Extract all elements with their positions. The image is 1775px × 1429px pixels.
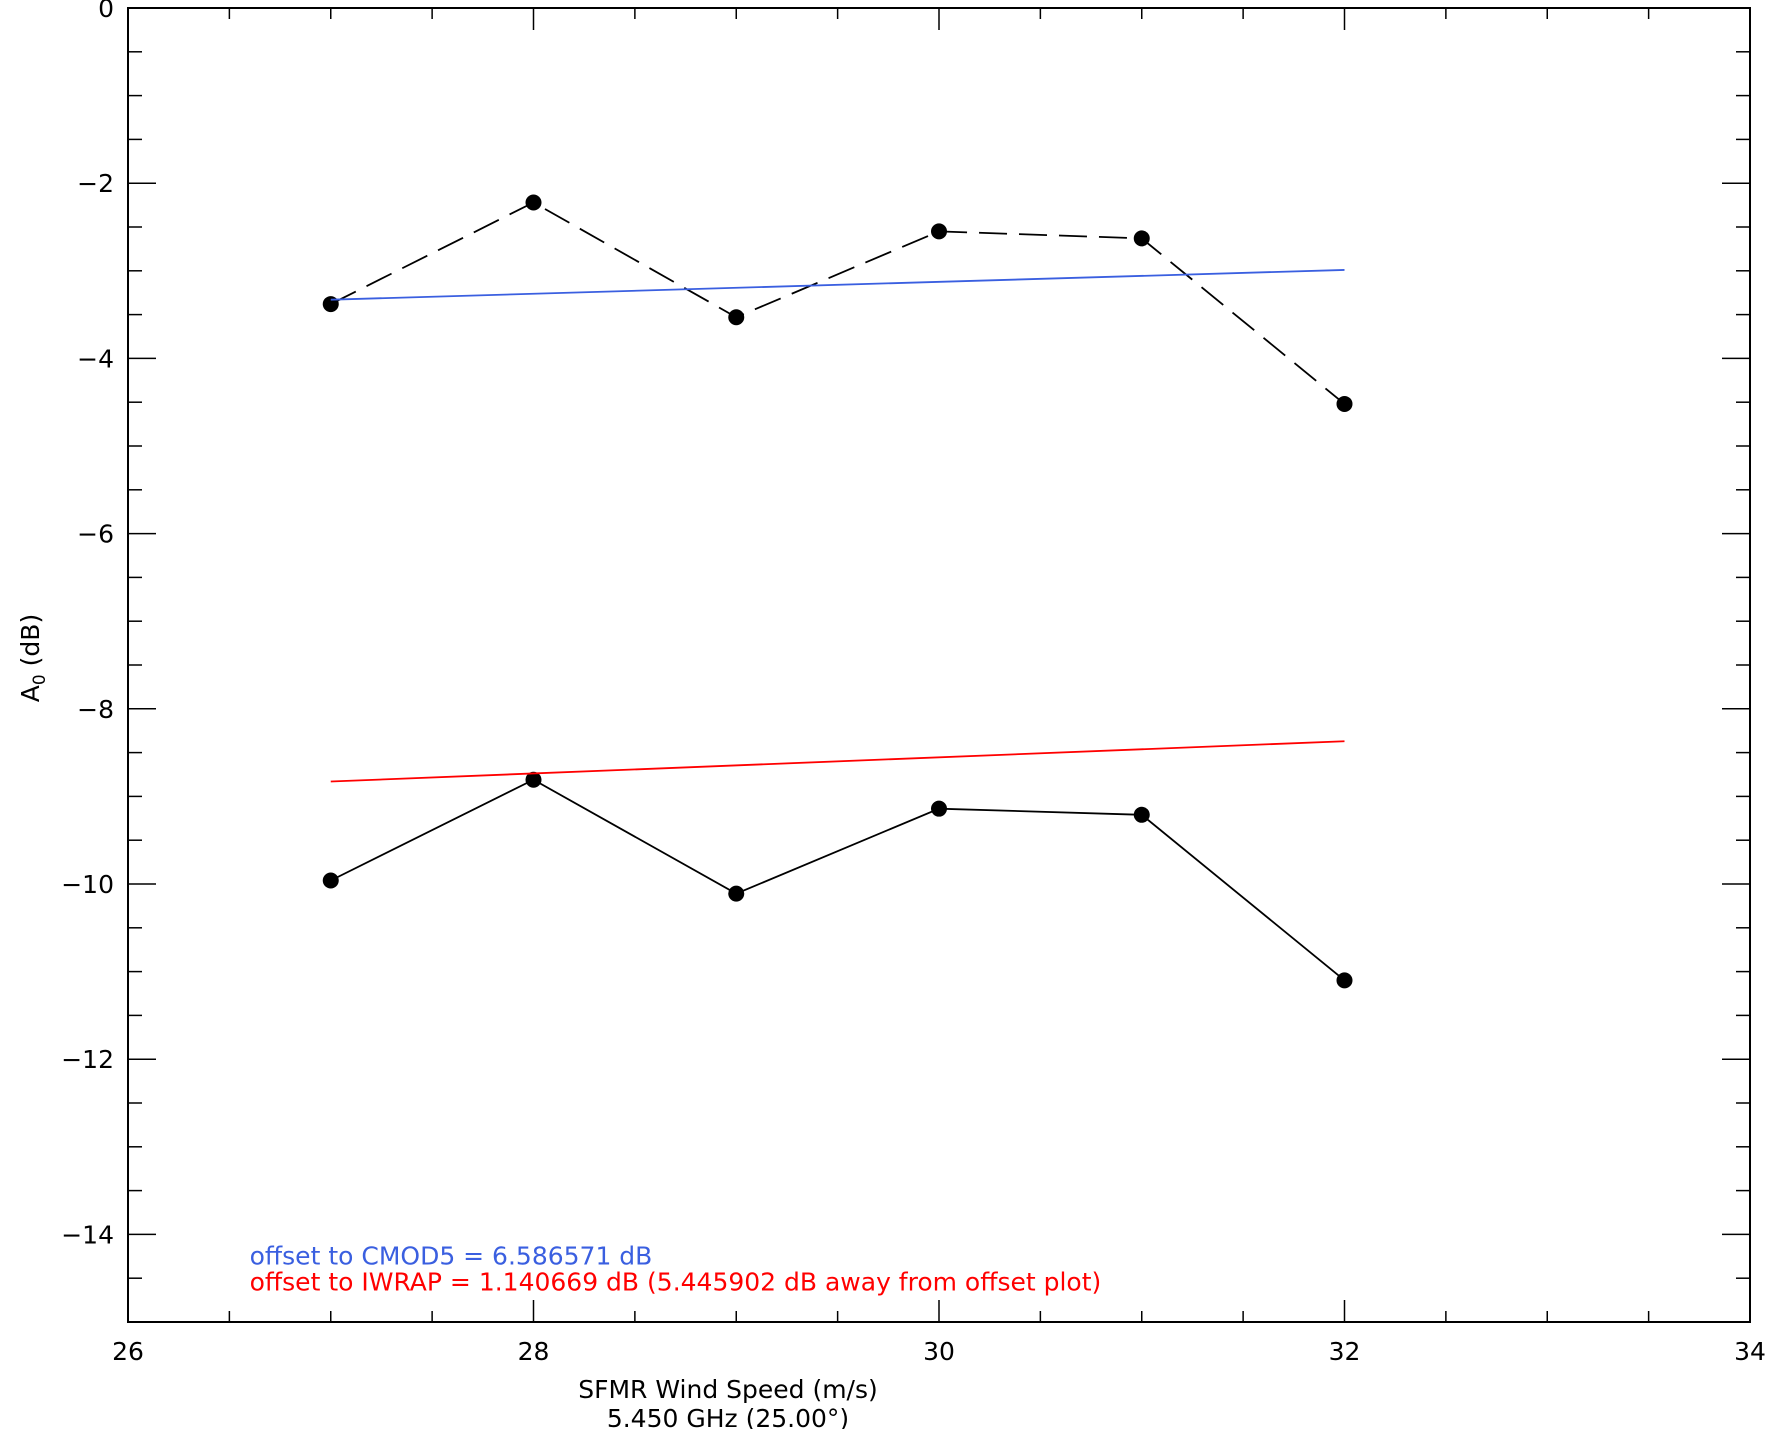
data-point (322, 872, 339, 889)
x-tick-label: 26 (112, 1337, 144, 1366)
y-axis-title-subscript: 0 (30, 674, 50, 685)
x-ticks: 26 28 30 32 34 (112, 8, 1766, 1366)
y-axis-title: A0 (dB) (16, 614, 50, 702)
y-tick-label: −12 (61, 1045, 114, 1074)
y-tick-label: −4 (77, 344, 114, 373)
data-point (728, 309, 745, 326)
data-point (1133, 806, 1150, 823)
series-line-1 (330, 201, 1346, 405)
x-tick-label: 32 (1329, 1337, 1361, 1366)
y-ticks: 0 −2 −4 −6 −8 −10 −12 −14 (61, 0, 1750, 1323)
data-point (322, 296, 339, 313)
data-point (525, 194, 542, 211)
series-line-3 (330, 269, 1345, 301)
y-tick-label: −14 (61, 1220, 114, 1249)
data-point (525, 771, 542, 788)
plot-frame (127, 7, 1751, 1323)
series-line-2 (330, 778, 1346, 982)
annotation-2: offset to IWRAP = 1.140669 dB (5.445902 … (250, 1268, 1102, 1297)
x-tick-label: 28 (518, 1337, 550, 1366)
data-point (1133, 230, 1150, 247)
y-axis-title-main: A (16, 685, 45, 702)
x-axis-subtitle: 5.450 GHz (25.00°) (607, 1404, 849, 1429)
y-tick-label: 0 (98, 0, 114, 23)
data-point (1336, 395, 1353, 412)
data-point (931, 800, 947, 817)
series-layer (322, 194, 1353, 989)
data-point (1336, 972, 1353, 989)
data-point (931, 223, 947, 240)
x-tick-label: 34 (1734, 1337, 1766, 1366)
y-tick-label: −8 (77, 695, 114, 724)
annotation-1: offset to CMOD5 = 6.586571 dB (250, 1241, 653, 1270)
series-line-4 (330, 740, 1345, 783)
data-point (728, 885, 745, 902)
y-tick-label: −2 (77, 169, 114, 198)
y-tick-label: −6 (77, 520, 114, 549)
y-tick-label: −10 (61, 870, 114, 899)
x-axis-title: SFMR Wind Speed (m/s) (578, 1375, 878, 1404)
y-axis-title-unit: (dB) (16, 614, 45, 674)
x-tick-label: 30 (923, 1337, 955, 1366)
